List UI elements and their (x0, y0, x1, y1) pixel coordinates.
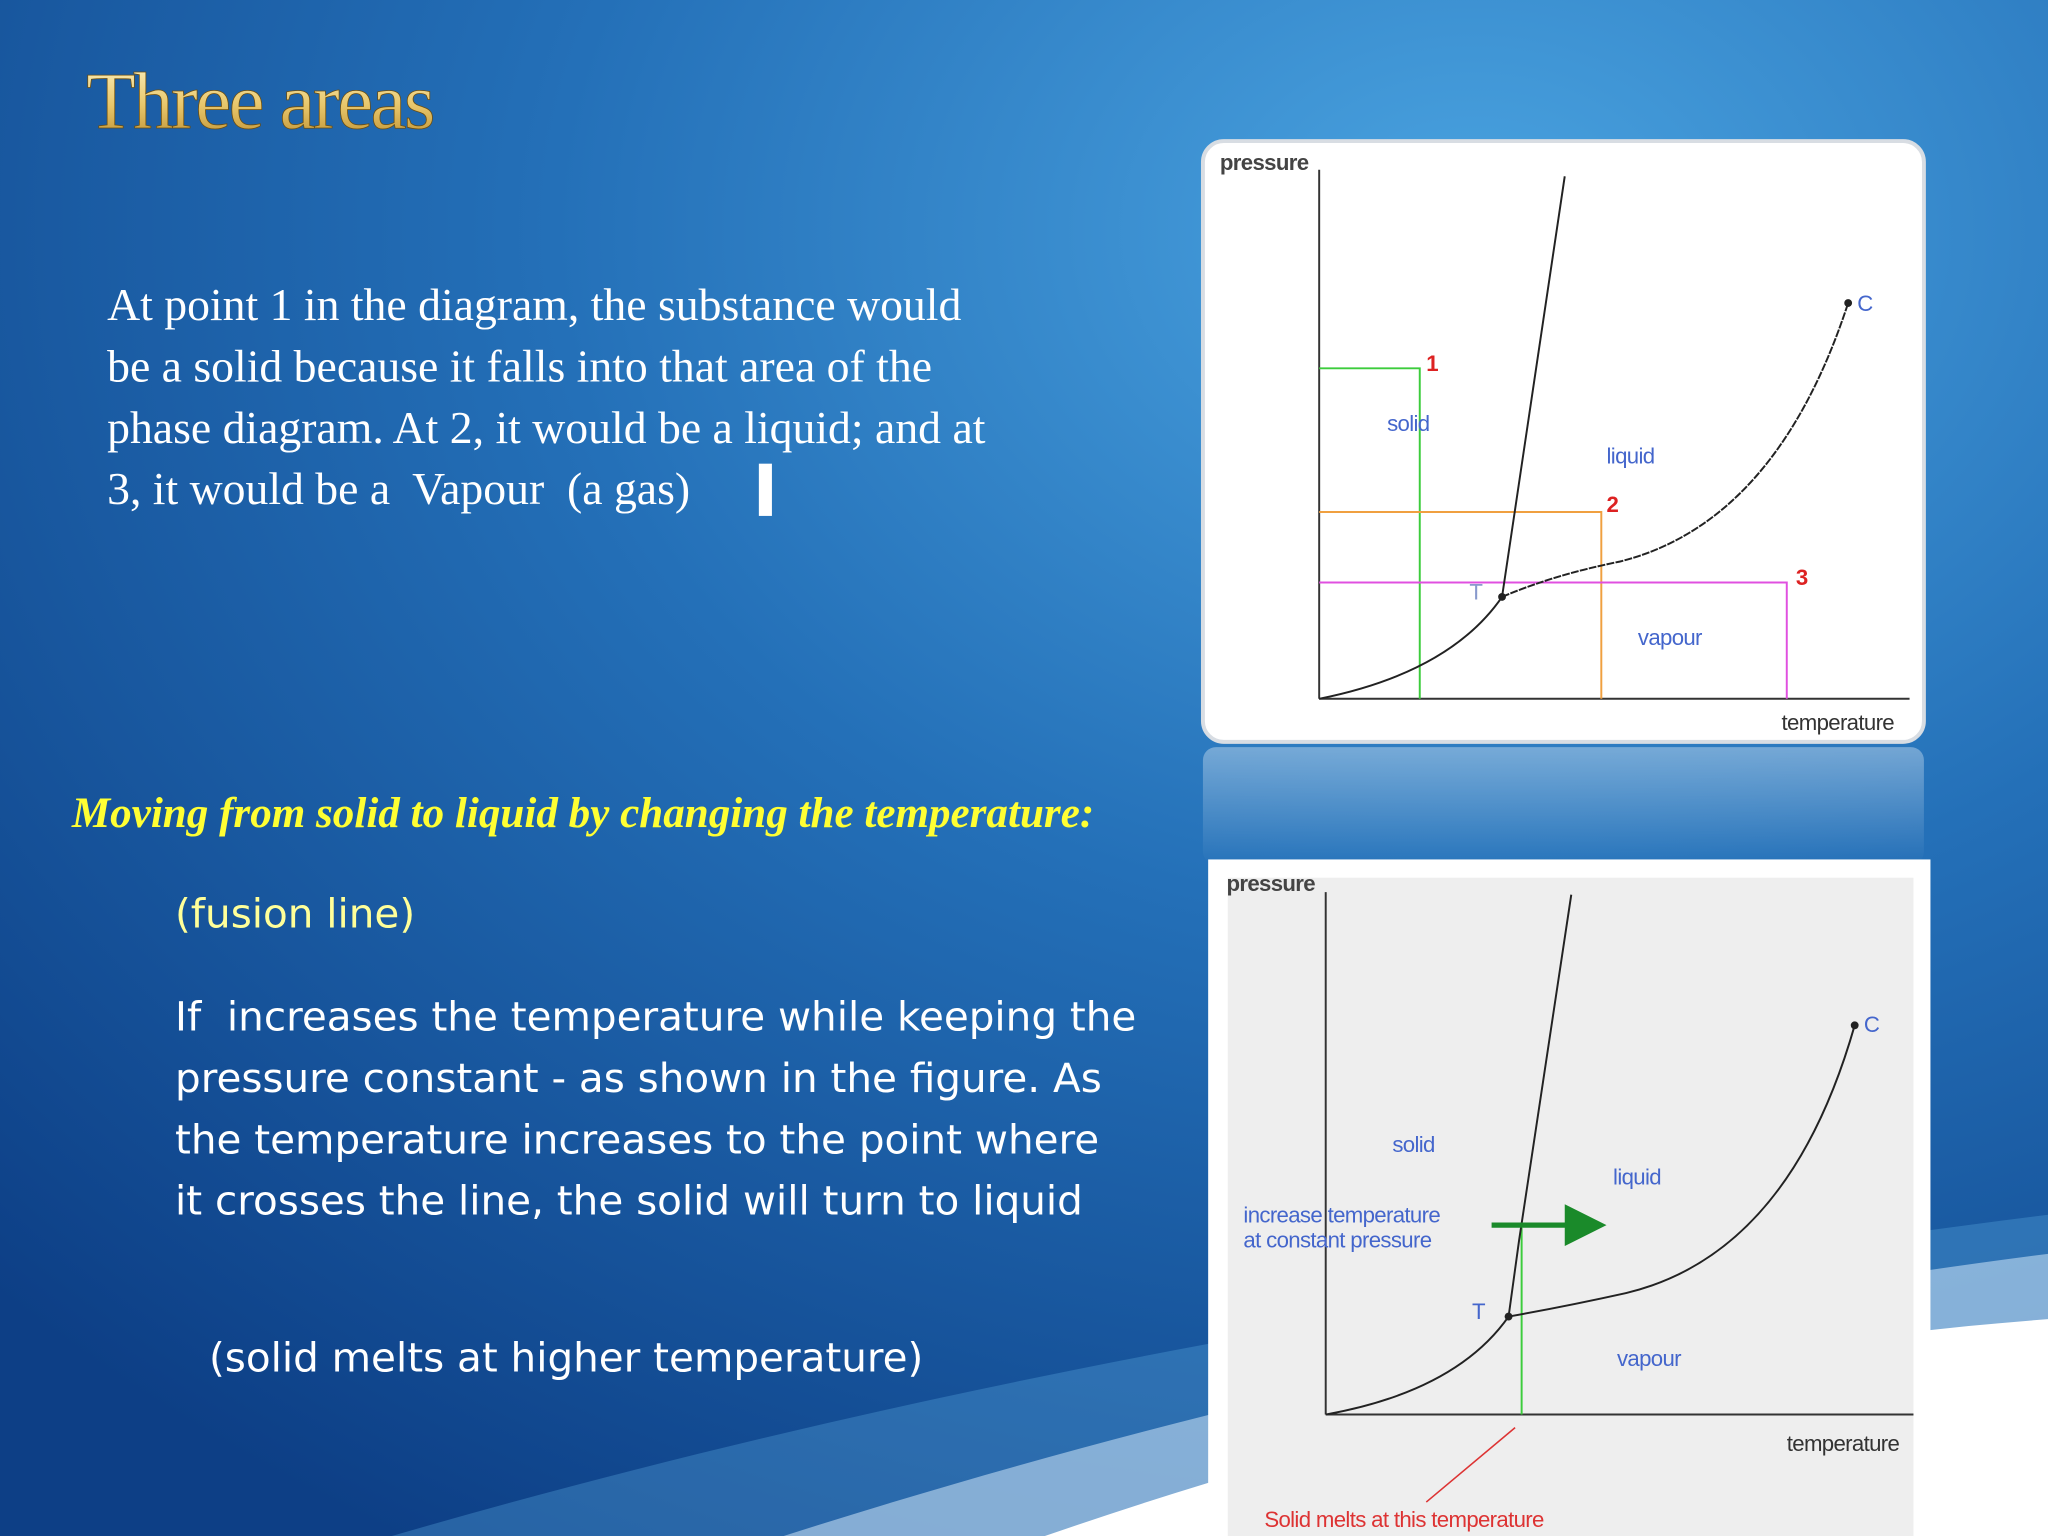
fusion-line (1501, 176, 1566, 598)
body-line: it crosses the line, the solid will turn… (175, 1177, 1083, 1225)
body-line: If increases the temperature while keepi… (175, 993, 1136, 1041)
critical-point-label: C (1864, 1012, 1880, 1037)
diagram-clip: pressure temperature solid liquid vapour… (1226, 871, 1914, 1532)
vaporization-curve (1501, 302, 1850, 598)
annotation-line: increase temperature (1243, 1203, 1440, 1228)
sublimation-curve (1318, 596, 1503, 700)
x-axis-label: temperature (1787, 1431, 1900, 1456)
sublimation-curve (1325, 1316, 1510, 1416)
section-note: (solid melts at higher temperature) (209, 1333, 923, 1381)
guide-line (1319, 367, 1421, 699)
section-subheading: (fusion line) (175, 889, 415, 937)
section-body: If increases the temperature while keepi… (175, 993, 1136, 1225)
critical-point-label: C (1857, 291, 1873, 316)
melt-pointer (1425, 1426, 1516, 1503)
diagram-clip: pressure temperature solid liquid vapour… (1220, 150, 1910, 735)
region-label: solid (1387, 411, 1429, 436)
point-label: 2 (1607, 492, 1619, 517)
paragraph-line: phase diagram. At 2, it would be a liqui… (107, 402, 986, 453)
region-label: vapour (1638, 625, 1703, 650)
diagram-frame (1200, 139, 1926, 744)
vaporization-curve (1508, 1025, 1856, 1318)
diagram-reflection (1202, 747, 1924, 865)
y-axis-label: pressure (1220, 150, 1309, 175)
fusion-line (1507, 894, 1573, 1317)
triple-point-label: T (1469, 580, 1483, 605)
guide-line (1319, 511, 1603, 699)
y-axis-label: pressure (1226, 871, 1315, 896)
body-line: the temperature increases to the point w… (175, 1115, 1099, 1163)
region-label: liquid (1607, 444, 1655, 469)
melt-note: Solid melts at this temperature (1264, 1507, 1544, 1532)
triple-point-dot (1504, 1312, 1513, 1321)
point-label: 3 (1796, 565, 1808, 590)
triple-point-dot (1498, 592, 1506, 601)
paragraph-line: be a solid because it falls into that ar… (107, 340, 932, 391)
point-label: 1 (1426, 351, 1438, 376)
section-heading: Moving from solid to liquid by changing … (71, 790, 1094, 837)
critical-point-dot (1850, 1021, 1859, 1030)
region-label: solid (1392, 1132, 1434, 1157)
critical-point-dot (1844, 299, 1853, 307)
paragraph-line: At point 1 in the diagram, the substance… (107, 279, 961, 330)
title: Three areas (86, 56, 433, 146)
guide-line (1319, 581, 1788, 699)
region-label: vapour (1617, 1346, 1682, 1371)
body-line: pressure constant - as shown in the figu… (175, 1054, 1102, 1102)
triple-point-label: T (1472, 1299, 1486, 1324)
x-axis-label: temperature (1782, 710, 1895, 735)
paragraph: At point 1 in the diagram, the substance… (107, 279, 986, 514)
paragraph-line: 3, it would be a Vapour (a gas) (107, 463, 690, 514)
text-cursor (758, 463, 772, 516)
annotation-line: at constant pressure (1243, 1227, 1431, 1252)
region-label: liquid (1613, 1165, 1661, 1190)
phase-diagram: pressure temperature solid liquid vapour… (1208, 859, 1931, 1536)
phase-diagram: pressure temperature solid liquid vapour… (1200, 139, 1926, 865)
